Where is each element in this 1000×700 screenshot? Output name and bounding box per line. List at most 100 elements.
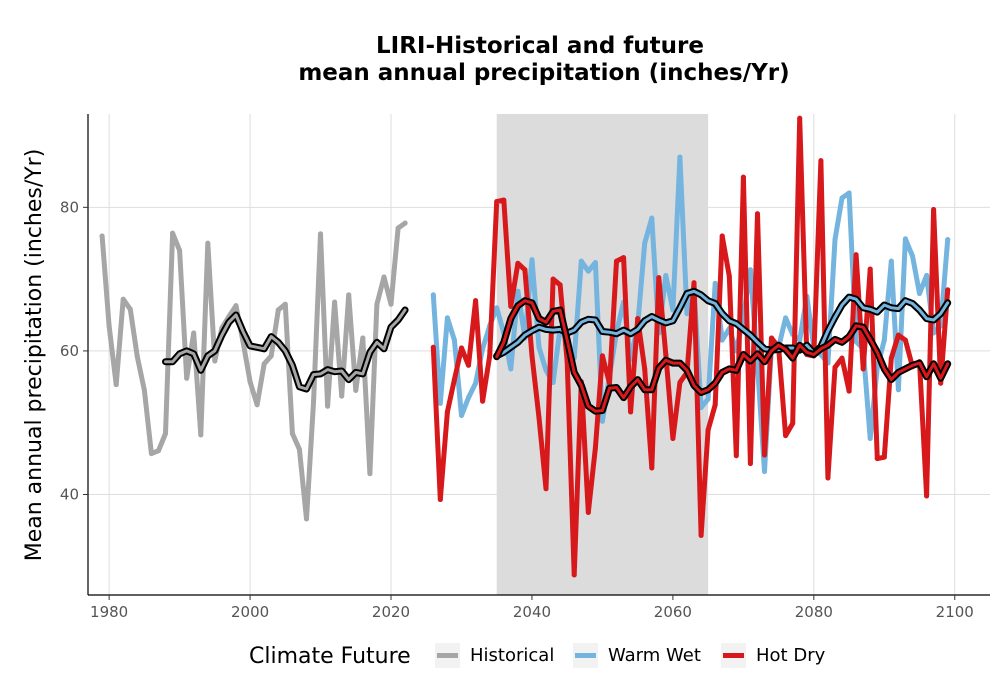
data-point-warm-wet (888, 258, 894, 264)
data-point-historical (261, 361, 267, 367)
data-point-historical (339, 393, 345, 399)
data-point-hot-dry (740, 174, 746, 180)
data-point-warm-wet (684, 311, 690, 317)
data-point-warm-wet (754, 362, 760, 368)
data-point-historical (325, 403, 331, 409)
data-point-historical (191, 330, 197, 336)
x-tick-label: 2060 (654, 603, 692, 621)
series-layer (99, 114, 952, 595)
data-point-historical (311, 400, 316, 406)
x-tick-label: 2080 (795, 603, 833, 621)
data-point-warm-wet (945, 237, 951, 243)
data-point-hot-dry (599, 353, 605, 359)
data-point-hot-dry (550, 276, 556, 282)
rolling-mean-hot-dry (493, 297, 952, 415)
data-point-warm-wet (909, 253, 915, 259)
data-point-hot-dry (494, 199, 500, 205)
data-point-hot-dry (614, 258, 620, 264)
data-point-hot-dry (853, 252, 859, 258)
data-point-historical (353, 387, 359, 393)
data-point-warm-wet (536, 344, 542, 350)
data-point-historical (367, 471, 373, 477)
data-point-warm-wet (430, 292, 436, 298)
data-point-warm-wet (867, 435, 873, 441)
data-point-hot-dry (437, 497, 443, 503)
data-point-historical (275, 307, 281, 313)
data-point-hot-dry (508, 303, 514, 309)
data-point-hot-dry (451, 377, 457, 383)
data-point-hot-dry (747, 461, 753, 467)
data-point-hot-dry (621, 255, 627, 261)
data-point-warm-wet (437, 400, 443, 406)
data-point-historical (374, 301, 380, 307)
data-point-warm-wet (494, 305, 500, 311)
data-point-warm-wet (585, 268, 591, 274)
data-point-warm-wet (917, 290, 923, 296)
data-point-warm-wet (839, 195, 845, 201)
data-point-warm-wet (578, 258, 584, 264)
chart-title-line2: mean annual precipitation (inches/Yr) (298, 60, 789, 86)
data-point-hot-dry (691, 280, 697, 286)
data-point-warm-wet (853, 339, 859, 345)
data-point-historical (360, 335, 366, 341)
data-point-hot-dry (874, 456, 880, 462)
x-tick-label: 2000 (231, 603, 269, 621)
data-point-historical (184, 375, 190, 381)
data-point-historical (148, 451, 154, 457)
data-point-hot-dry (846, 388, 852, 394)
data-point-hot-dry (670, 435, 676, 441)
rolling-mean-historical (162, 306, 409, 393)
data-point-historical (134, 354, 140, 360)
data-point-hot-dry (487, 353, 493, 359)
data-point-hot-dry (473, 298, 479, 304)
data-point-hot-dry (924, 493, 930, 499)
data-point-hot-dry (818, 158, 824, 164)
x-tick-label: 2020 (372, 603, 410, 621)
x-tick-label: 1980 (90, 603, 128, 621)
data-point-warm-wet (705, 396, 711, 402)
data-point-hot-dry (557, 282, 563, 288)
data-point-historical (395, 225, 401, 231)
legend-item: Historical (435, 643, 554, 668)
y-tick-label: 40 (60, 485, 79, 503)
data-point-hot-dry (902, 337, 908, 343)
data-point-hot-dry (783, 433, 789, 439)
data-point-historical (198, 432, 204, 438)
data-point-hot-dry (797, 115, 803, 121)
data-point-hot-dry (458, 345, 464, 351)
data-point-warm-wet (924, 273, 930, 279)
data-point-hot-dry (663, 352, 669, 357)
data-point-historical (254, 402, 260, 408)
data-point-warm-wet (881, 337, 887, 343)
data-point-hot-dry (501, 197, 507, 203)
data-point-hot-dry (938, 380, 944, 386)
x-tick-label: 2040 (513, 603, 551, 621)
x-tick-label: 2100 (936, 603, 974, 621)
data-point-warm-wet (902, 236, 908, 242)
data-point-warm-wet (515, 288, 521, 294)
axes: 1980 2000 2020 2040 2060 2080 2100 40 60 80 (60, 114, 990, 621)
data-point-hot-dry (480, 398, 486, 404)
data-point-warm-wet (473, 380, 479, 386)
data-point-warm-wet (712, 280, 718, 286)
data-point-historical (346, 292, 352, 298)
data-point-hot-dry (881, 454, 887, 460)
data-point-hot-dry (635, 316, 641, 322)
data-point-hot-dry (466, 362, 472, 368)
data-point-hot-dry (769, 335, 775, 341)
data-point-historical (318, 231, 324, 237)
data-point-historical (155, 448, 161, 454)
data-point-historical (233, 303, 239, 309)
data-point-historical (268, 353, 274, 359)
legend-label: Hot Dry (756, 645, 826, 666)
data-point-warm-wet (451, 337, 457, 343)
data-point-warm-wet (783, 315, 789, 321)
data-point-hot-dry (895, 332, 901, 338)
data-point-hot-dry (832, 364, 838, 370)
data-point-warm-wet (747, 267, 753, 273)
data-point-warm-wet (529, 257, 535, 263)
data-point-historical (113, 382, 119, 388)
data-point-hot-dry (571, 572, 577, 578)
data-point-historical (388, 301, 394, 307)
